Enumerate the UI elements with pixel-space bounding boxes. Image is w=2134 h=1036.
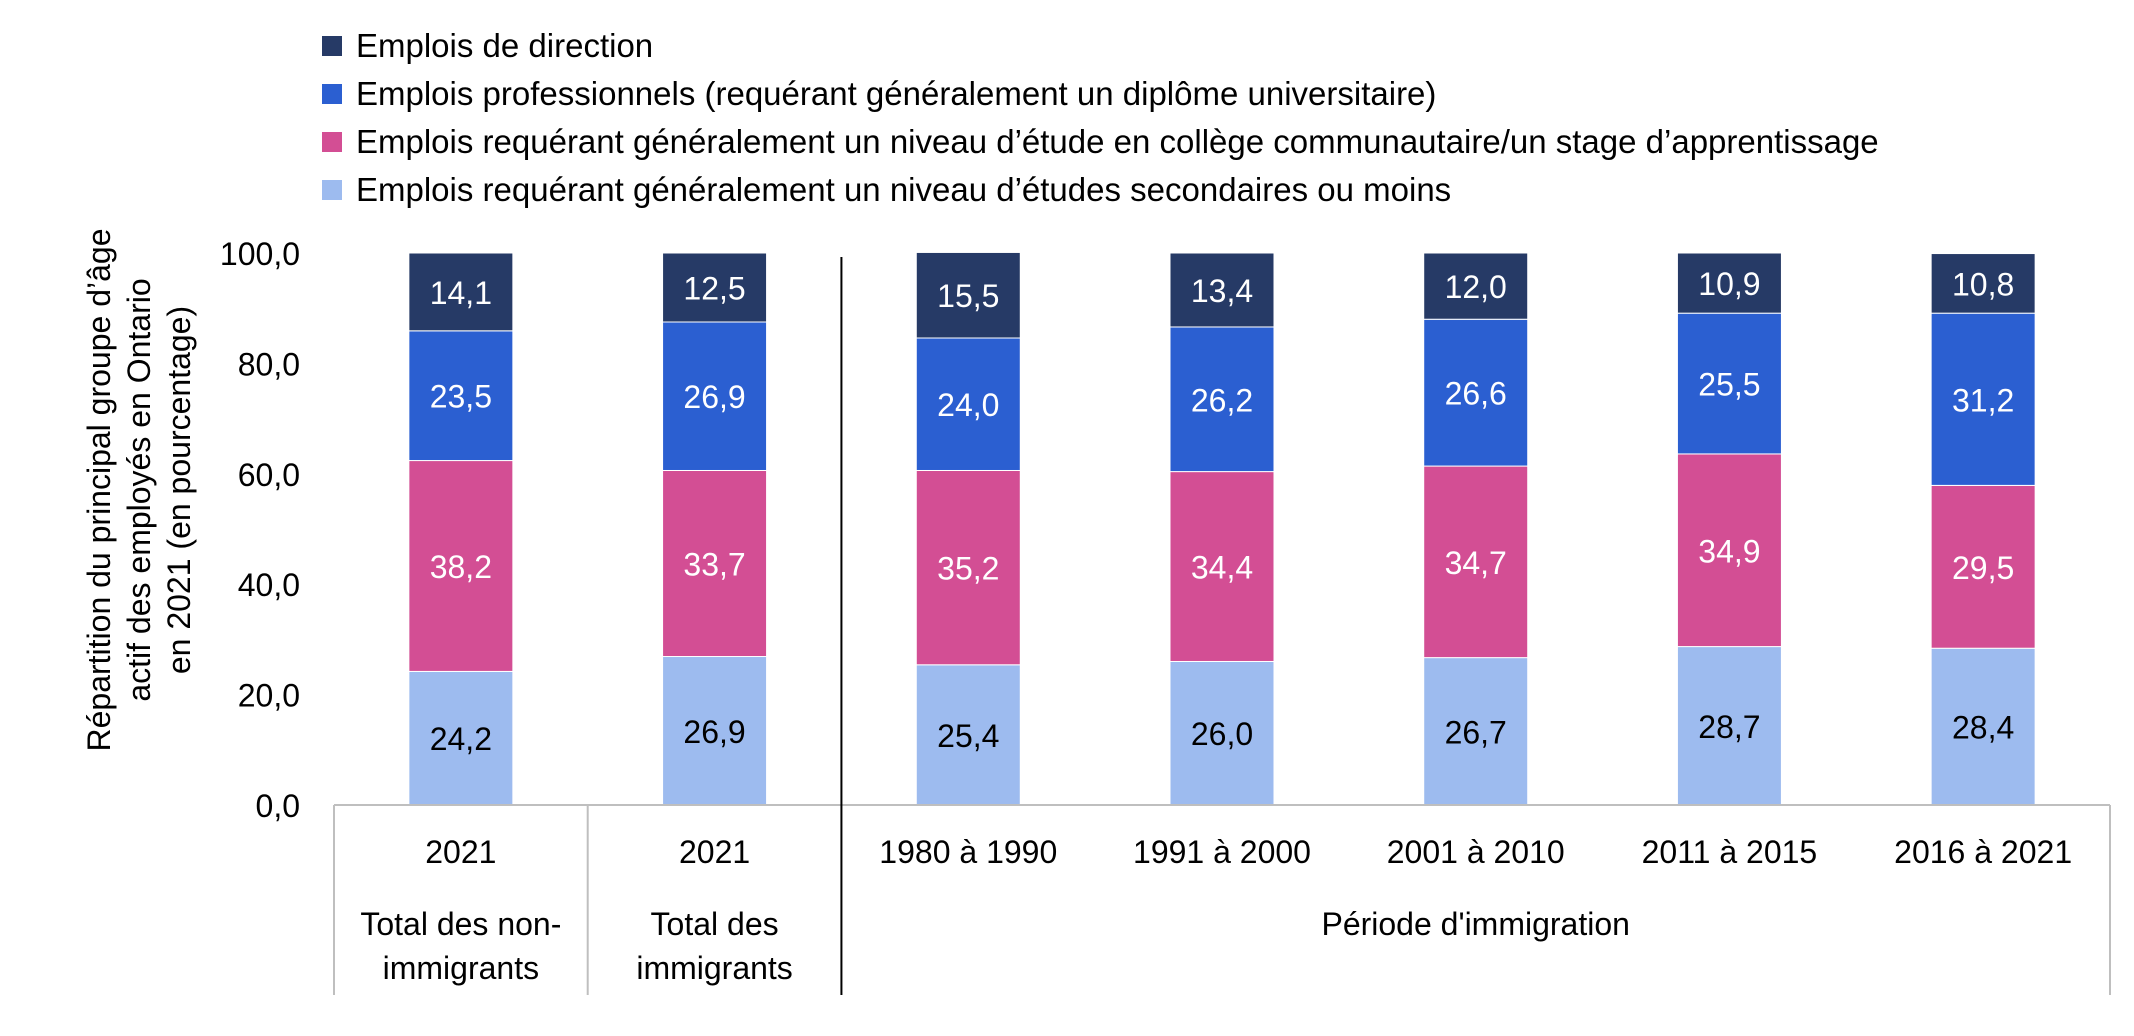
y-tick-label: 100,0 [220, 236, 300, 272]
y-axis-label: Répartition du principal groupe d’âge act… [81, 228, 197, 751]
bar-segment [408, 252, 514, 332]
bar-segment [915, 664, 1021, 806]
chart-legend: Emplois de direction Emplois professionne… [322, 22, 1879, 214]
legend-swatch [322, 180, 342, 200]
legend-label: Emplois requérant généralement un niveau… [356, 123, 1879, 160]
bar-segment [915, 337, 1021, 471]
legend-label: Emplois requérant généralement un niveau… [356, 171, 1452, 208]
data-label: 24,0 [937, 387, 999, 423]
x-tick-label: 2016 à 2021 [1894, 834, 2072, 870]
data-label: 34,4 [1191, 550, 1253, 586]
bar-segment [408, 460, 514, 672]
x-tick-label: 1980 à 1990 [879, 834, 1057, 870]
data-label: 33,7 [683, 547, 745, 583]
group-label: Total des non-immigrants [360, 906, 561, 986]
legend-swatch [322, 36, 342, 56]
legend-item: Emplois requérant généralement un niveau… [322, 118, 1879, 166]
data-label: 34,7 [1445, 545, 1507, 581]
data-label: 28,4 [1952, 710, 2014, 746]
x-tick-label: 2011 à 2015 [1642, 834, 1818, 870]
data-label: 26,0 [1191, 716, 1253, 752]
bar-segment [662, 656, 768, 806]
bar-segment [662, 252, 768, 323]
y-tick-label: 60,0 [238, 457, 300, 493]
y-tick-label: 80,0 [238, 346, 300, 382]
legend-item: Emplois de direction [322, 22, 1879, 70]
legend-item: Emplois requérant généralement un niveau… [322, 166, 1879, 214]
bar-segment [662, 469, 768, 658]
data-label: 13,4 [1191, 273, 1253, 309]
data-label: 31,2 [1952, 382, 2014, 418]
y-tick-label: 20,0 [238, 678, 300, 714]
x-tick-label: 2021 [425, 834, 496, 870]
x-tick-label: 2021 [679, 834, 750, 870]
x-tick-label: 1991 à 2000 [1133, 834, 1311, 870]
data-label: 25,5 [1698, 367, 1760, 403]
bar-segment [1930, 484, 2036, 649]
data-label: 26,9 [683, 379, 745, 415]
bar-segment [1169, 326, 1275, 473]
y-tick-label: 0,0 [256, 788, 300, 824]
bar-segment [1676, 252, 1782, 314]
legend-item: Emplois professionnels (requérant généra… [322, 70, 1879, 118]
data-label: 28,7 [1698, 709, 1760, 745]
legend-swatch [322, 84, 342, 104]
legend-swatch [322, 132, 342, 152]
data-label: 12,5 [683, 271, 745, 307]
data-label: 12,0 [1445, 269, 1507, 305]
bar-segment [1423, 657, 1529, 806]
data-label: 26,2 [1191, 382, 1253, 418]
bar-segment [1423, 318, 1529, 467]
group-label: Total des immigrants [636, 906, 792, 986]
bar-segment [1676, 453, 1782, 648]
data-label: 24,2 [430, 721, 492, 757]
data-label: 29,5 [1952, 550, 2014, 586]
data-label: 38,2 [430, 549, 492, 585]
bar-segment [1423, 465, 1529, 659]
bar-segment [915, 251, 1021, 339]
bar-segment [1169, 252, 1275, 328]
bar-segment [1930, 253, 2036, 314]
bar-segment [1423, 252, 1529, 320]
data-label: 26,7 [1445, 714, 1507, 750]
bar-segment [1930, 647, 2036, 806]
group-label: Période d'immigration [1321, 906, 1629, 942]
bar-segment [1930, 312, 2036, 486]
legend-label: Emplois professionnels (requérant généra… [356, 75, 1437, 112]
bar-segment [1676, 312, 1782, 455]
data-label: 26,6 [1445, 376, 1507, 412]
data-label: 35,2 [937, 551, 999, 587]
x-tick-label: 2001 à 2010 [1387, 834, 1565, 870]
data-label: 15,5 [937, 278, 999, 314]
data-label: 23,5 [430, 379, 492, 415]
y-tick-label: 40,0 [238, 567, 300, 603]
bar-segment [915, 469, 1021, 666]
legend-label: Emplois de direction [356, 27, 654, 64]
bar-segment [408, 330, 514, 462]
data-label: 10,8 [1952, 266, 2014, 302]
data-label: 25,4 [937, 718, 999, 754]
data-label: 26,9 [683, 714, 745, 750]
bar-segment [1169, 471, 1275, 662]
data-label: 10,9 [1698, 266, 1760, 302]
data-label: 14,1 [430, 275, 492, 311]
data-label: 34,9 [1698, 533, 1760, 569]
bar-segment [662, 321, 768, 471]
